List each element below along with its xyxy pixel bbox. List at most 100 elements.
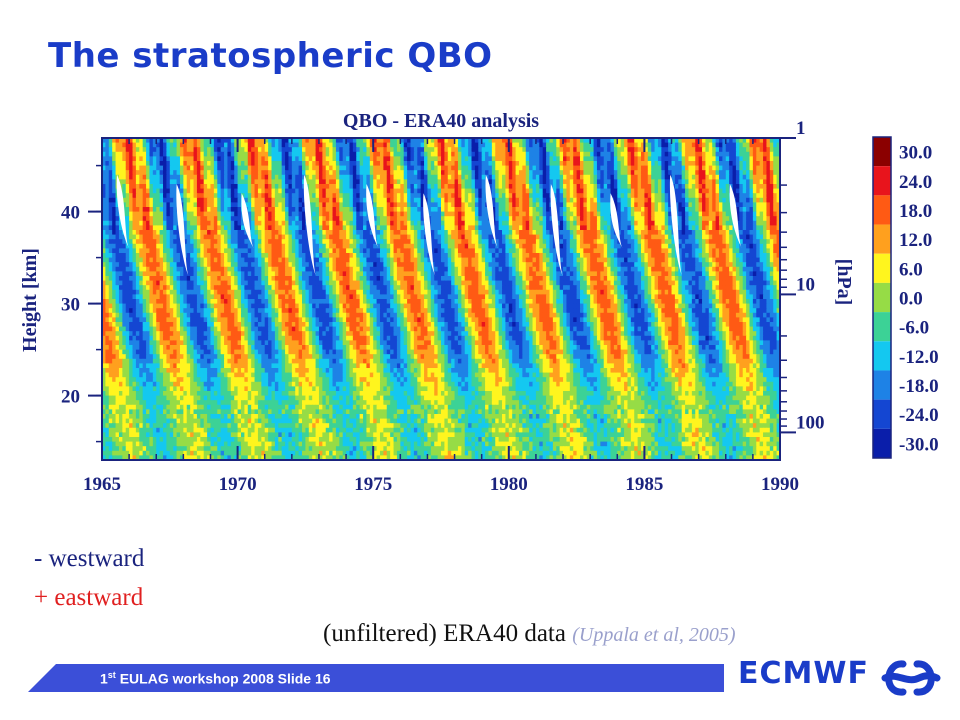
heat-cell	[125, 179, 130, 185]
heat-cell	[769, 147, 774, 153]
heat-cell	[434, 234, 439, 240]
heat-cell	[451, 202, 456, 208]
heat-cell	[142, 156, 147, 162]
heat-cell	[146, 170, 151, 176]
heat-cell	[505, 147, 510, 153]
heat-cell	[149, 216, 154, 222]
heat-cell	[379, 170, 384, 176]
heat-cell	[556, 170, 561, 176]
heat-cell	[257, 165, 262, 171]
heat-cell	[725, 193, 730, 199]
heat-cell	[617, 211, 622, 217]
heat-cell	[491, 142, 496, 148]
heat-cell	[281, 174, 286, 180]
heat-cell	[190, 188, 195, 194]
heat-cell	[278, 147, 283, 153]
heat-cell	[274, 202, 279, 208]
heat-cell	[156, 142, 161, 148]
heat-cell	[563, 225, 568, 231]
heat-cell	[708, 197, 713, 203]
heat-cell	[312, 142, 317, 148]
heat-cell	[322, 165, 327, 171]
heat-cell	[179, 161, 184, 167]
heat-cell	[244, 202, 249, 208]
heat-cell	[600, 188, 605, 194]
heat-cell	[390, 225, 395, 231]
heat-cell	[600, 161, 605, 167]
heat-cell	[427, 207, 432, 213]
heat-cell	[505, 202, 510, 208]
heat-cell	[152, 184, 157, 190]
heat-cell	[396, 170, 401, 176]
heat-cell	[522, 220, 527, 226]
heat-cell	[115, 211, 120, 217]
heat-cell	[390, 161, 395, 167]
heat-cell	[478, 197, 483, 203]
heat-cell	[390, 184, 395, 190]
heat-cell	[593, 138, 598, 144]
heat-cell	[461, 216, 466, 222]
heat-cell	[383, 147, 388, 153]
heat-cell	[135, 188, 140, 194]
heat-cell	[379, 211, 384, 217]
heat-cell	[559, 225, 564, 231]
heat-cell	[135, 170, 140, 176]
heat-cell	[329, 170, 334, 176]
heat-cell	[132, 220, 137, 226]
heat-cell	[563, 142, 568, 148]
heat-cell	[756, 202, 761, 208]
heat-cell	[454, 170, 459, 176]
heat-cell	[369, 184, 374, 190]
heat-cell	[627, 202, 632, 208]
heat-cell	[515, 197, 520, 203]
heat-cell	[210, 225, 215, 231]
heat-cell	[569, 220, 574, 226]
heat-cell	[451, 165, 456, 171]
heat-cell	[739, 207, 744, 213]
heat-cell	[657, 225, 662, 231]
heat-cell	[274, 184, 279, 190]
heat-cell	[590, 207, 595, 213]
heat-cell	[393, 156, 398, 162]
heat-cell	[200, 174, 205, 180]
heat-cell	[152, 193, 157, 199]
heat-cell	[112, 156, 117, 162]
heat-cell	[166, 161, 171, 167]
heat-cell	[298, 230, 303, 236]
heat-cell	[379, 216, 384, 222]
heat-cell	[278, 142, 283, 148]
heat-cell	[383, 230, 388, 236]
heat-cell	[420, 197, 425, 203]
heat-cell	[647, 179, 652, 185]
heat-cell	[495, 230, 500, 236]
heat-cell	[244, 142, 249, 148]
heat-cell	[478, 138, 483, 144]
heat-cell	[756, 216, 761, 222]
heat-cell	[434, 211, 439, 217]
heat-cell	[441, 225, 445, 231]
heat-cell	[522, 188, 527, 194]
heat-cell	[603, 142, 608, 148]
heat-cell	[183, 188, 188, 194]
heat-cell	[237, 230, 242, 236]
heat-cell	[176, 234, 181, 240]
heat-cell	[264, 207, 269, 213]
heat-cell	[335, 161, 340, 167]
heat-cell	[444, 211, 449, 217]
heat-cell	[474, 207, 479, 213]
heat-cell	[559, 147, 564, 153]
heat-cell	[688, 202, 693, 208]
heat-cell	[200, 156, 205, 162]
heat-cell	[518, 151, 523, 157]
heat-cell	[752, 188, 757, 194]
heat-cell	[542, 170, 547, 176]
heat-cell	[657, 165, 662, 171]
heat-cell	[495, 142, 500, 148]
heat-cell	[495, 220, 500, 226]
heat-cell	[390, 138, 395, 144]
heat-cell	[291, 156, 296, 162]
heat-cell	[315, 151, 320, 157]
heat-cell	[108, 225, 113, 231]
heat-cell	[674, 207, 679, 213]
heat-cell	[437, 225, 442, 231]
